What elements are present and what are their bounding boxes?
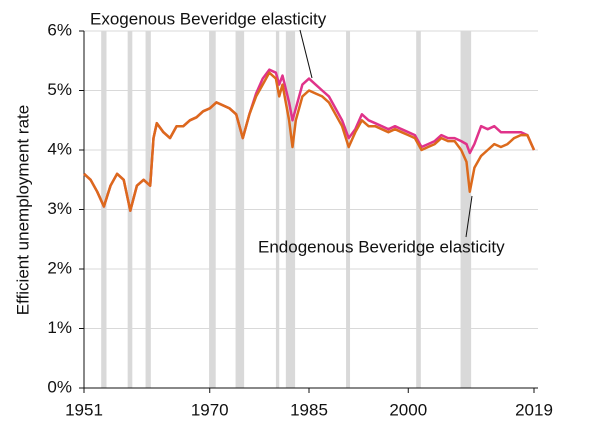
x-tick-label: 1970 — [191, 400, 229, 419]
y-tick-label: 2% — [47, 258, 72, 277]
series-annotation: Exogenous Beveridge elasticity — [90, 9, 327, 28]
leader-line — [465, 195, 473, 238]
x-tick-label: 1951 — [65, 400, 103, 419]
y-tick-label: 4% — [47, 139, 72, 158]
x-tick-label: 2000 — [389, 400, 427, 419]
y-axis-label: Efficient unemployment rate — [13, 105, 32, 315]
y-tick-label: 6% — [47, 20, 72, 39]
series-line — [83, 71, 536, 212]
y-tick-label: 0% — [47, 377, 72, 396]
x-tick-label: 2019 — [515, 400, 553, 419]
y-tick-label: 3% — [47, 199, 72, 218]
y-tick-label: 1% — [47, 318, 72, 337]
series-annotation: Endogenous Beveridge elasticity — [258, 237, 505, 256]
x-tick-label: 1985 — [290, 400, 328, 419]
leader-line — [299, 29, 313, 79]
y-tick-label: 5% — [47, 80, 72, 99]
